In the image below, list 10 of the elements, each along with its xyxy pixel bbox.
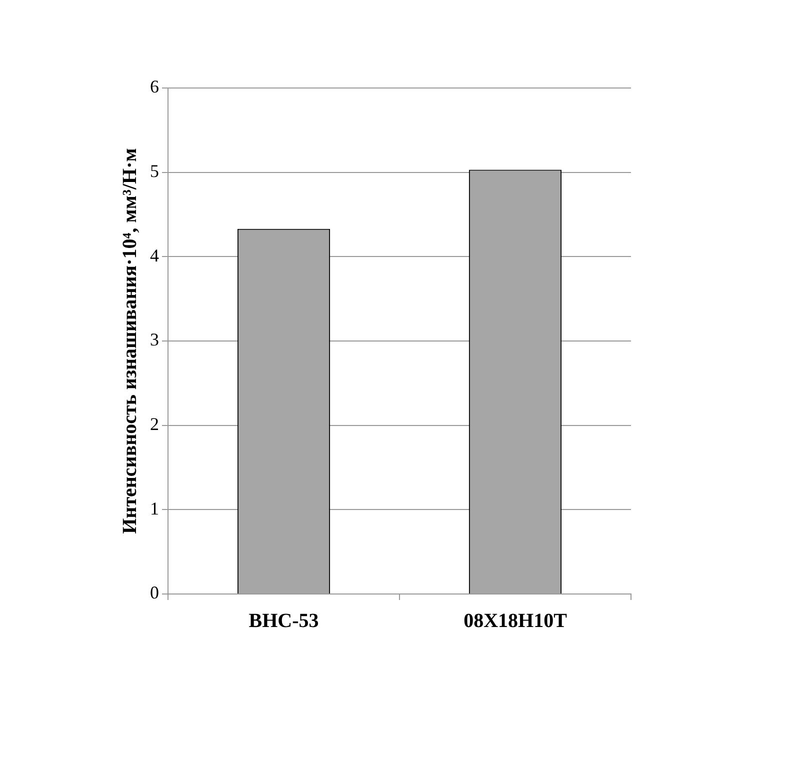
x-tick-label: ВНС-53 (248, 610, 319, 632)
y-tick-label: 4 (150, 245, 159, 266)
y-tick-label: 6 (150, 76, 159, 97)
y-tick-label: 5 (150, 161, 159, 182)
y-axis-title: Интенсивность изнашивания·10⁴, мм³/Н·м (119, 148, 142, 534)
y-tick-label: 1 (150, 498, 159, 518)
y-tick-label: 2 (150, 414, 159, 434)
x-tick-label: 08Х18Н10Т (464, 610, 568, 632)
y-tick-label: 0 (150, 582, 159, 603)
y-tick-label: 3 (150, 330, 159, 350)
